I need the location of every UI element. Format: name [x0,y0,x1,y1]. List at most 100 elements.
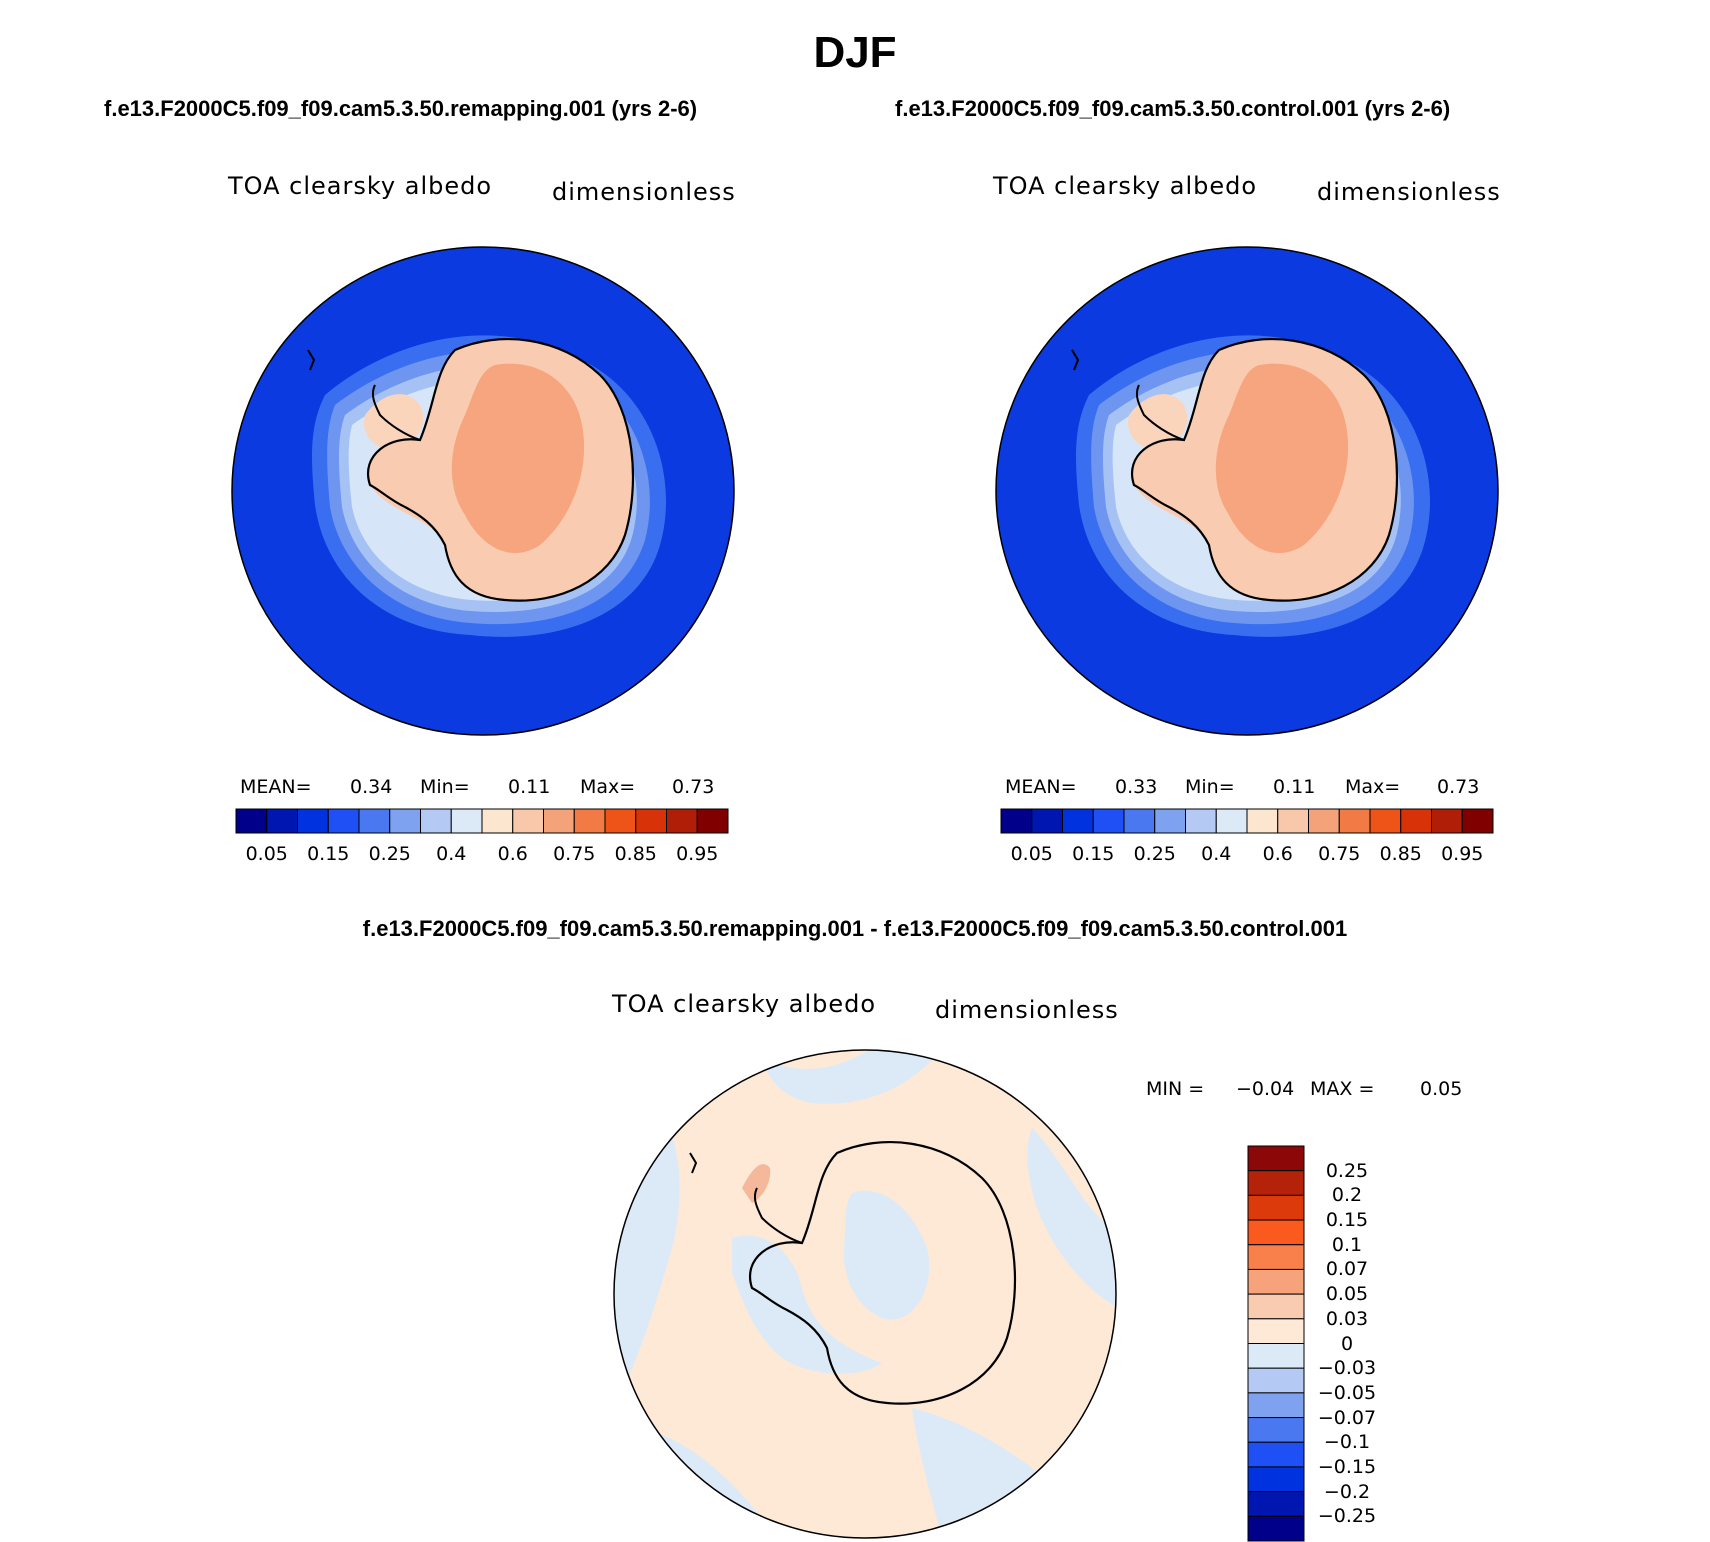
colorbar-swatch [358,808,391,834]
diff-min-value: −0.04 [1236,1078,1295,1100]
coastline [749,1141,1017,1405]
colorbar-tick-label: 0.25 [1325,1159,1369,1182]
colorbar-tick-label: 0.15 [1325,1209,1369,1232]
colorbar-swatch [1247,1293,1305,1320]
colorbar-swatch [1247,1392,1305,1419]
colorbar-swatch [1400,808,1432,834]
colorbar-tick-label: 0.03 [1325,1307,1369,1330]
colorbar-swatch [1247,1194,1305,1221]
left-min-value: 0.11 [508,776,551,798]
colorbar-tick-label: 0.6 [497,843,528,865]
colorbar-swatch [1031,808,1063,834]
colorbar-tick-label: −0.05 [1317,1381,1377,1404]
colorbar-tick-label: 0.6 [1262,843,1293,865]
colorbar-swatch [635,808,667,834]
colorbar-tick-label: 0.4 [1201,843,1232,865]
colorbar-swatch [1247,1318,1305,1344]
colorbar-swatch [1247,1441,1305,1468]
colorbar-swatch [1154,808,1186,834]
colorbar-swatch [235,808,268,834]
colorbar-swatch [1369,808,1402,834]
colorbar-swatch [1431,808,1463,834]
colorbar-swatch [297,808,329,834]
diff-negative-region [1027,1128,1116,1308]
colorbar-swatch [1247,1145,1305,1172]
right-max-label: Max= [1345,776,1401,798]
right-min-value: 0.11 [1273,776,1316,798]
colorbar-tick-label: 0.75 [1318,843,1361,865]
right-mean-label: MEAN= [1005,776,1077,798]
colorbar-swatch [1123,808,1156,834]
colorbar-swatch [1247,1466,1305,1493]
left-min-label: Min= [420,776,470,798]
diff-units-label: dimensionless [935,996,1119,1024]
colorbar-tick-label: −0.1 [1323,1431,1371,1454]
figure-title: DJF [813,28,897,77]
diff-polar-map [613,1049,1117,1539]
diff-min-label: MIN = [1146,1078,1205,1100]
colorbar-swatch [666,808,698,834]
left-mean-label: MEAN= [240,776,312,798]
colorbar-swatch [1062,808,1094,834]
colorbar-tick-label: 0.07 [1325,1258,1369,1281]
diff-negative-region [732,1235,882,1374]
colorbar-swatch [1185,808,1217,834]
colorbar-swatch [266,808,298,834]
colorbar-swatch [1247,1244,1305,1270]
colorbar-tick-label: 0.75 [553,843,596,865]
left-max-value: 0.73 [672,776,715,798]
colorbar-swatch [327,808,360,834]
colorbar-swatch [1308,808,1340,834]
right-case-title: f.e13.F2000C5.f09_f09.cam5.3.50.control.… [895,96,1451,121]
colorbar-tick-label: 0.25 [368,843,411,865]
colorbar-swatch [1247,1170,1305,1196]
colorbar-swatch [1247,1417,1305,1443]
diff-negative-region [762,1050,942,1104]
colorbar-tick-label: −0.03 [1317,1357,1377,1380]
right-min-label: Min= [1185,776,1235,798]
colorbar-swatch [420,808,452,834]
colorbar-tick-label: 0.95 [676,843,719,865]
colorbar-swatch [1247,1219,1305,1246]
colorbar-swatch [573,808,606,834]
colorbar-tick-label: −0.07 [1317,1406,1377,1429]
coastline [1131,338,1399,602]
colorbar-swatch [1092,808,1125,834]
colorbar-tick-label: −0.2 [1323,1480,1371,1503]
diff-colorbar [1247,1145,1305,1542]
colorbar-tick-label: 0.05 [1010,843,1053,865]
colorbar-swatch [1247,1515,1305,1542]
colorbar-tick-label: 0.85 [1379,843,1422,865]
left-mean-value: 0.34 [350,776,393,798]
colorbar-swatch [481,808,514,834]
right-polar-map [995,246,1499,736]
colorbar-tick-label: 0.15 [307,843,350,865]
colorbar-swatch [696,808,729,834]
antarctica-interior [1215,363,1349,554]
colorbar-swatch [450,808,483,834]
colorbar-tick-label: 0.1 [1331,1233,1363,1256]
map-border [613,1049,1117,1539]
left-case-title: f.e13.F2000C5.f09_f09.cam5.3.50.remappin… [104,96,698,121]
diff-variable-label: TOA clearsky albedo [612,990,877,1018]
colorbar-swatch [1461,808,1494,834]
left-polar-map [231,246,735,736]
colorbar-swatch [1215,808,1248,834]
colorbar-swatch [1246,808,1279,834]
colorbar-swatch [1247,1268,1305,1295]
right-max-value: 0.73 [1437,776,1480,798]
colorbar-swatch [604,808,637,834]
diff-max-label: MAX = [1310,1078,1375,1100]
right-units-label: dimensionless [1317,178,1501,206]
diff-case-title: f.e13.F2000C5.f09_f09.cam5.3.50.remappin… [362,916,1348,941]
colorbar-swatch [512,808,544,834]
antarctica-interior [451,363,585,554]
colorbar-swatch [1247,1343,1305,1369]
colorbar-swatch [389,808,421,834]
colorbar-tick-label: 0.85 [614,843,657,865]
left-colorbar [235,808,729,834]
colorbar-swatch [543,808,575,834]
colorbar-tick-label: −0.25 [1317,1505,1377,1528]
right-variable-label: TOA clearsky albedo [993,172,1258,200]
right-colorbar [1000,808,1494,834]
